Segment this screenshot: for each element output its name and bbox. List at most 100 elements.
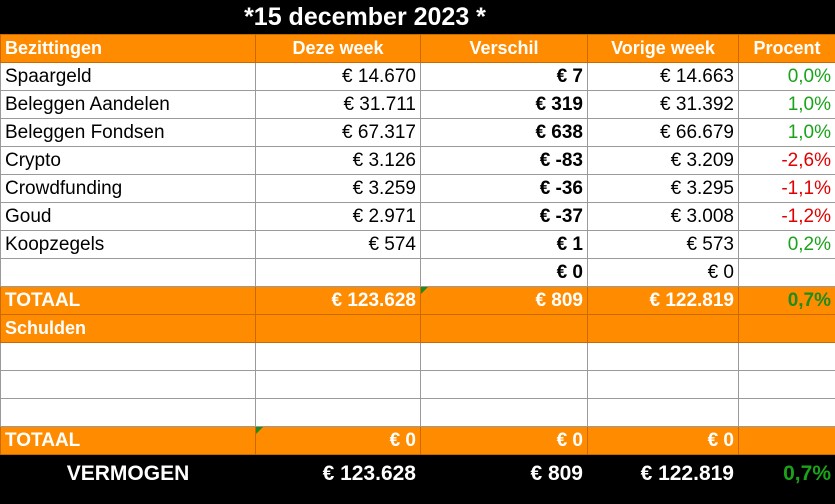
totaal-label[interactable]: TOTAAL [0, 286, 256, 315]
totaal-verschil[interactable]: € 0 [420, 426, 588, 455]
cell-verschil[interactable]: € 7 [420, 62, 588, 91]
empty-cell[interactable] [738, 370, 835, 399]
empty-cell[interactable] [420, 342, 588, 371]
totaal-label[interactable]: TOTAAL [0, 426, 256, 455]
cell-vorige-week[interactable]: € 14.663 [587, 62, 739, 91]
empty-cell[interactable] [587, 342, 739, 371]
cell-name[interactable]: Beleggen Fondsen [0, 118, 256, 147]
empty-cell[interactable] [420, 370, 588, 399]
cell-verschil[interactable]: € 0 [420, 258, 588, 287]
cell-deze-week[interactable]: € 3.259 [255, 174, 421, 203]
empty-cell[interactable] [738, 314, 835, 343]
totaal-verschil[interactable]: € 809 [420, 286, 588, 315]
totaal-deze-week[interactable]: € 123.628 [255, 286, 421, 315]
empty-cell[interactable] [255, 398, 421, 427]
cell-vorige-week[interactable]: € 3.295 [587, 174, 739, 203]
totaal-bezittingen-row: TOTAAL € 123.628 € 809 € 122.819 0,7% [0, 286, 835, 315]
totaal-procent[interactable] [738, 426, 835, 455]
cell-procent[interactable]: -1,1% [738, 174, 835, 203]
cell-procent[interactable]: -1,2% [738, 202, 835, 231]
cell-deze-week[interactable]: € 2.971 [255, 202, 421, 231]
empty-cell[interactable] [255, 314, 421, 343]
empty-cell[interactable] [587, 370, 739, 399]
header-verschil[interactable]: Verschil [420, 34, 588, 63]
empty-cell[interactable] [420, 398, 588, 427]
cell-deze-week[interactable]: € 3.126 [255, 146, 421, 175]
table-row [0, 342, 835, 371]
cell-procent[interactable]: 0,0% [738, 62, 835, 91]
vermogen-procent[interactable]: 0,7% [738, 454, 835, 493]
totaal-procent[interactable]: 0,7% [738, 286, 835, 315]
schulden-header-row: Schulden [0, 314, 835, 343]
cell-name[interactable]: Crypto [0, 146, 256, 175]
cell-name[interactable]: Koopzegels [0, 230, 256, 259]
cell-vorige-week[interactable]: € 573 [587, 230, 739, 259]
header-row: Bezittingen Deze week Verschil Vorige we… [0, 34, 835, 63]
cell-vorige-week[interactable]: € 31.392 [587, 90, 739, 119]
cell-verschil[interactable]: € 638 [420, 118, 588, 147]
totaal-vorige-week[interactable]: € 0 [587, 426, 739, 455]
cell-verschil[interactable]: € -83 [420, 146, 588, 175]
empty-cell[interactable] [0, 370, 256, 399]
cell-deze-week[interactable]: € 574 [255, 230, 421, 259]
empty-cell[interactable] [587, 314, 739, 343]
empty-cell[interactable] [255, 342, 421, 371]
vermogen-row: VERMOGEN € 123.628 € 809 € 122.819 0,7% [0, 454, 835, 493]
header-vorige-week[interactable]: Vorige week [587, 34, 739, 63]
cell-vorige-week[interactable]: € 3.008 [587, 202, 739, 231]
vermogen-label[interactable]: VERMOGEN [0, 454, 256, 493]
table-row: Crypto € 3.126 € -83 € 3.209 -2,6% [0, 146, 835, 175]
cell-procent[interactable]: 0,2% [738, 230, 835, 259]
empty-cell[interactable] [738, 342, 835, 371]
cell-procent[interactable]: -2,6% [738, 146, 835, 175]
table-row: Crowdfunding € 3.259 € -36 € 3.295 -1,1% [0, 174, 835, 203]
empty-cell[interactable] [0, 398, 256, 427]
empty-cell[interactable] [0, 342, 256, 371]
cell-vorige-week[interactable]: € 3.209 [587, 146, 739, 175]
table-row: Beleggen Aandelen € 31.711 € 319 € 31.39… [0, 90, 835, 119]
vermogen-deze-week[interactable]: € 123.628 [255, 454, 421, 493]
vermogen-vorige-week[interactable]: € 122.819 [587, 454, 739, 493]
cell-deze-week[interactable]: € 31.711 [255, 90, 421, 119]
schulden-label[interactable]: Schulden [0, 314, 256, 343]
cell-name[interactable]: Crowdfunding [0, 174, 256, 203]
vermogen-verschil[interactable]: € 809 [420, 454, 588, 493]
cell-deze-week[interactable]: € 67.317 [255, 118, 421, 147]
cell-verschil[interactable]: € 1 [420, 230, 588, 259]
cell-verschil[interactable]: € -36 [420, 174, 588, 203]
cell-name[interactable]: Goud [0, 202, 256, 231]
cell-verschil[interactable]: € -37 [420, 202, 588, 231]
empty-cell[interactable] [738, 398, 835, 427]
cell-verschil[interactable]: € 319 [420, 90, 588, 119]
cell-name[interactable] [0, 258, 256, 287]
cell-procent[interactable]: 1,0% [738, 118, 835, 147]
table-row: Beleggen Fondsen € 67.317 € 638 € 66.679… [0, 118, 835, 147]
cell-procent[interactable]: 1,0% [738, 90, 835, 119]
cell-vorige-week[interactable]: € 66.679 [587, 118, 739, 147]
cell-procent[interactable] [738, 258, 835, 287]
cell-name[interactable]: Spaargeld [0, 62, 256, 91]
table-row: Goud € 2.971 € -37 € 3.008 -1,2% [0, 202, 835, 231]
cell-deze-week[interactable] [255, 258, 421, 287]
empty-cell[interactable] [255, 370, 421, 399]
wealth-table: Bezittingen Deze week Verschil Vorige we… [0, 34, 835, 493]
table-row: Spaargeld € 14.670 € 7 € 14.663 0,0% [0, 62, 835, 91]
header-procent[interactable]: Procent [738, 34, 835, 63]
header-deze-week[interactable]: Deze week [255, 34, 421, 63]
totaal-vorige-week[interactable]: € 122.819 [587, 286, 739, 315]
totaal-deze-week[interactable]: € 0 [255, 426, 421, 455]
header-bezittingen[interactable]: Bezittingen [0, 34, 256, 63]
cell-vorige-week[interactable]: € 0 [587, 258, 739, 287]
empty-cell[interactable] [420, 314, 588, 343]
table-row: Koopzegels € 574 € 1 € 573 0,2% [0, 230, 835, 259]
sheet-title: *15 december 2023 * [244, 3, 486, 31]
table-row [0, 370, 835, 399]
cell-deze-week[interactable]: € 14.670 [255, 62, 421, 91]
table-row [0, 398, 835, 427]
cell-name[interactable]: Beleggen Aandelen [0, 90, 256, 119]
title-spacer [730, 0, 835, 34]
table-row: € 0 € 0 [0, 258, 835, 287]
totaal-schulden-row: TOTAAL € 0 € 0 € 0 [0, 426, 835, 455]
empty-cell[interactable] [587, 398, 739, 427]
